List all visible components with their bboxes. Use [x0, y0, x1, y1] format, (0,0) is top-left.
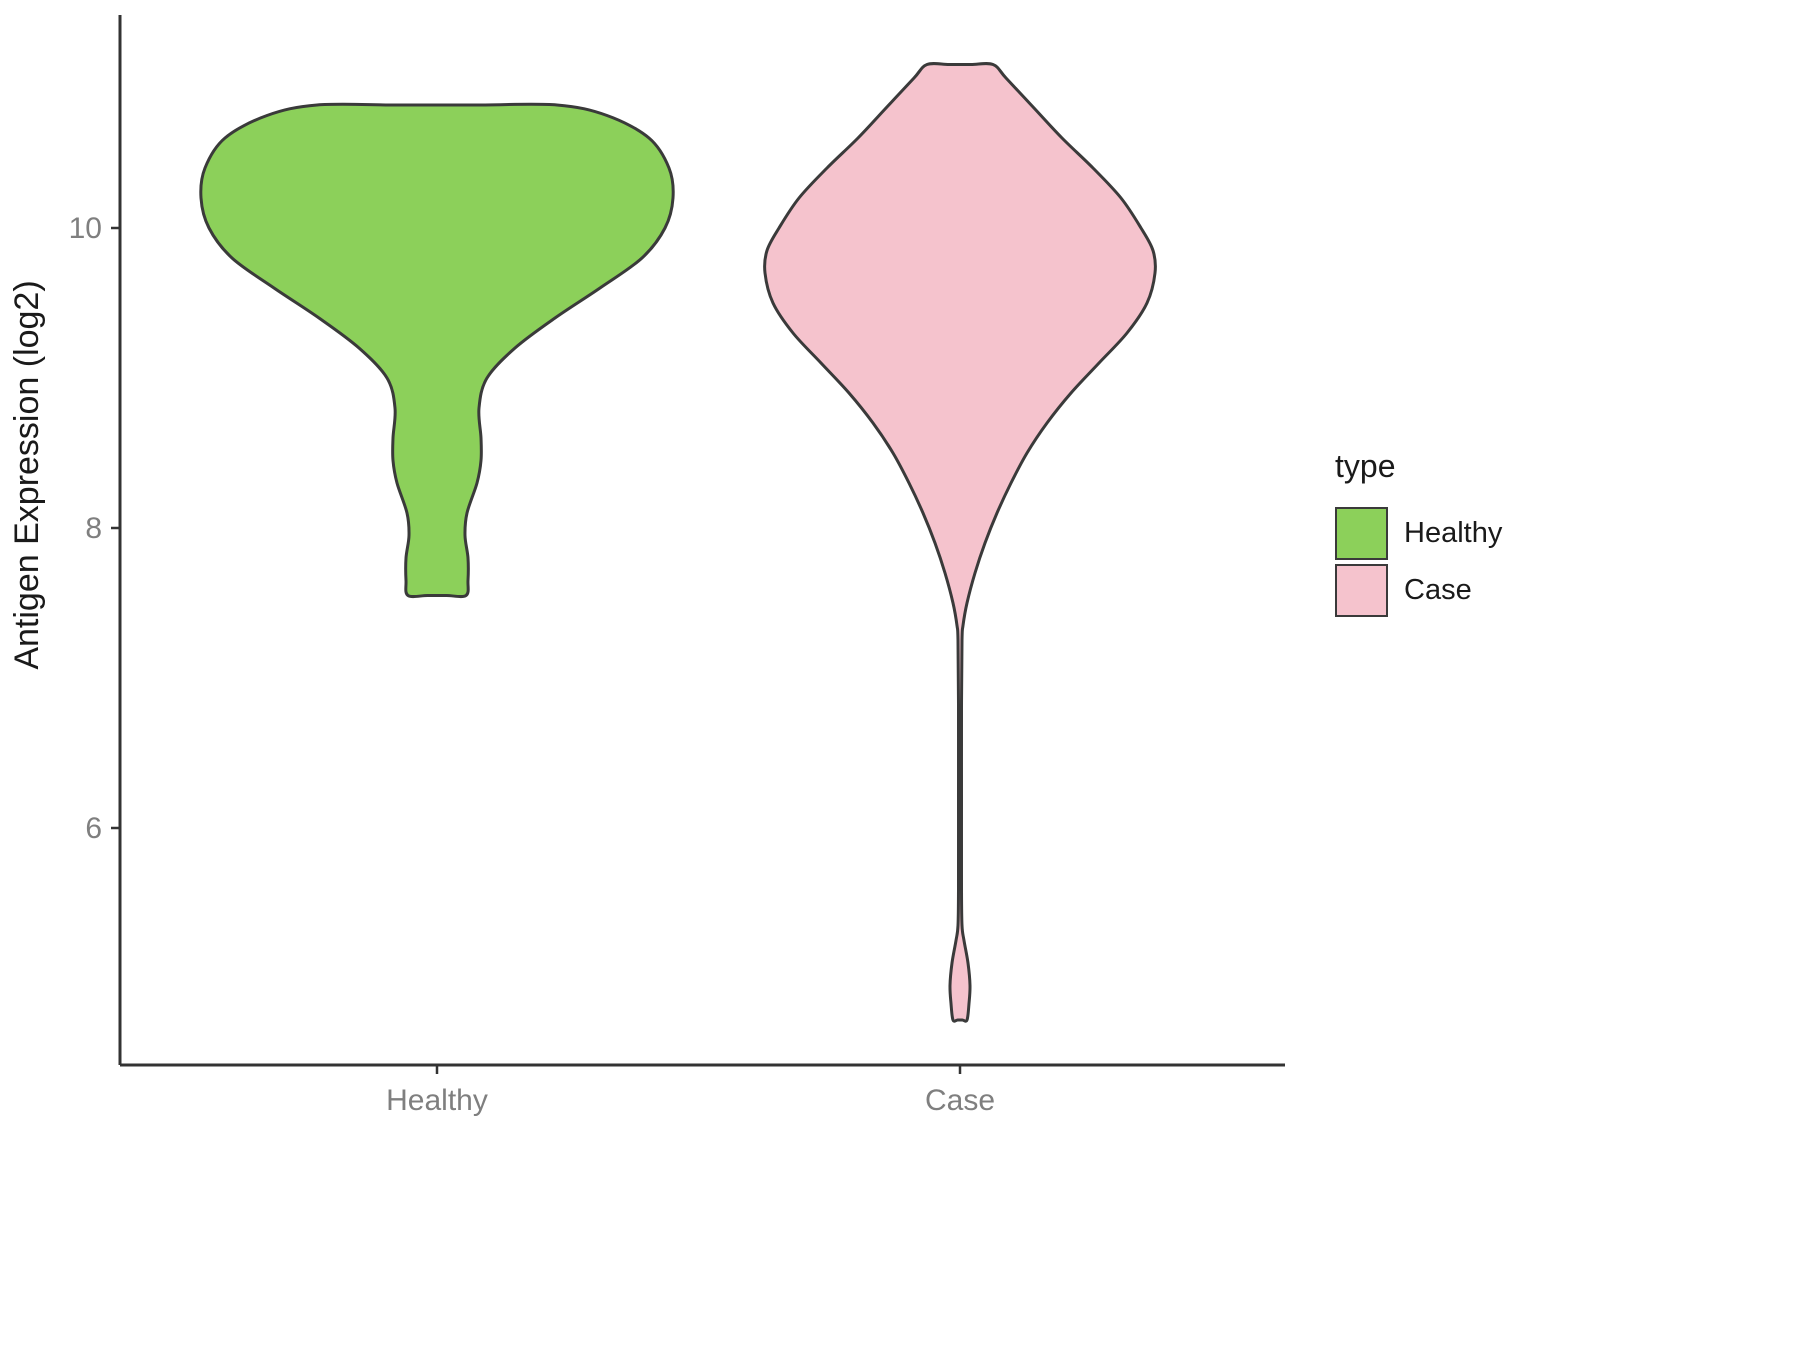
y-tick-label: 8: [85, 512, 102, 545]
x-category-label-case: Case: [925, 1084, 995, 1117]
legend: type Healthy Case: [1335, 448, 1502, 619]
y-tick-label: 6: [85, 812, 102, 845]
legend-item-case: Case: [1335, 562, 1502, 619]
legend-label-healthy: Healthy: [1404, 517, 1503, 549]
legend-title: type: [1335, 448, 1396, 484]
legend-item-healthy: Healthy: [1335, 505, 1502, 562]
y-axis-title: Antigen Expression (log2): [8, 280, 46, 669]
violin-healthy: [199, 102, 675, 599]
x-category-label-healthy: Healthy: [386, 1084, 488, 1117]
violin-case: [763, 62, 1157, 1023]
y-tick-label: 10: [69, 212, 102, 245]
legend-key-case-swatch: [1335, 564, 1388, 617]
legend-label-case: Case: [1404, 574, 1472, 606]
legend-key-healthy-swatch: [1335, 507, 1388, 560]
